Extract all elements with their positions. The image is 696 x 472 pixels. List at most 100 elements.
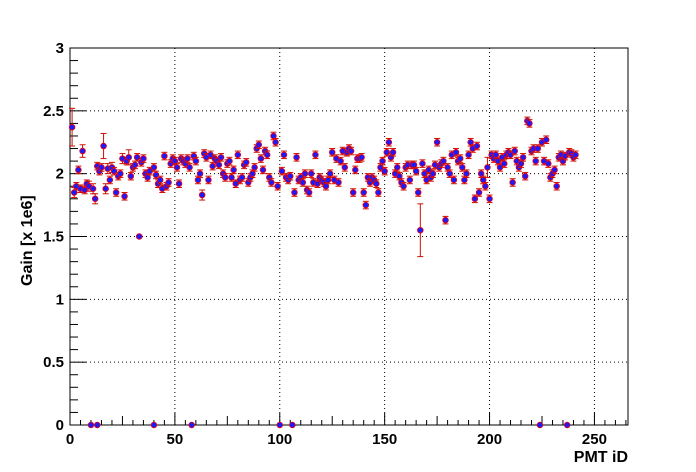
data-point <box>396 172 403 180</box>
data-point <box>328 149 336 156</box>
data-point <box>477 170 485 177</box>
data-point <box>263 151 271 159</box>
data-point <box>509 179 516 186</box>
data-point <box>480 176 487 184</box>
data-point <box>242 159 250 166</box>
data-point <box>385 138 393 146</box>
data-point <box>196 170 204 177</box>
grid-lines <box>70 48 628 425</box>
data-point <box>100 142 107 150</box>
data-point <box>215 161 223 169</box>
data-point <box>341 164 349 171</box>
data-point <box>444 164 451 171</box>
data-point <box>135 233 143 240</box>
data-point <box>471 195 479 203</box>
data-point <box>121 193 128 200</box>
data-point <box>152 171 160 179</box>
data-point <box>89 185 97 192</box>
data-point <box>417 226 424 234</box>
data-point <box>459 164 466 171</box>
data-point <box>337 157 344 165</box>
x-tick-label: 200 <box>477 431 502 448</box>
data-point <box>362 201 370 209</box>
data-point <box>289 421 296 429</box>
data-point <box>335 179 342 186</box>
data-point <box>272 138 279 146</box>
data-point <box>131 161 139 169</box>
data-point <box>228 174 235 181</box>
data-point <box>442 216 449 224</box>
data-point <box>446 170 453 177</box>
data-point <box>257 155 265 162</box>
data-point <box>326 170 334 177</box>
data-point <box>305 189 313 196</box>
data-point <box>274 182 281 190</box>
data-point <box>110 167 118 175</box>
data-point <box>349 189 357 196</box>
data-point <box>194 176 202 184</box>
data-point <box>255 141 263 149</box>
data-point <box>150 421 158 429</box>
data-point <box>465 151 472 159</box>
data-point <box>68 123 76 131</box>
data-point <box>393 164 401 171</box>
data-point <box>268 179 275 186</box>
data-point <box>375 189 382 196</box>
data-point <box>276 421 284 429</box>
data-point <box>414 189 422 196</box>
x-tick-labels: 0 50 100 150 200 250 <box>66 431 607 448</box>
data-point <box>234 151 242 159</box>
data-point <box>500 160 508 167</box>
data-point <box>238 174 246 181</box>
data-point <box>140 155 147 162</box>
data-point <box>259 166 267 174</box>
data-point <box>186 164 193 171</box>
data-point <box>545 160 552 167</box>
data-point <box>389 149 397 156</box>
data-point <box>226 157 233 165</box>
data-point <box>358 154 365 161</box>
data-point <box>251 164 258 171</box>
data-point <box>383 149 391 156</box>
data-point <box>188 421 195 429</box>
data-point <box>406 176 414 184</box>
data-point <box>534 145 542 152</box>
data-point <box>150 164 158 171</box>
data-point <box>352 166 359 174</box>
data-point <box>278 167 286 175</box>
x-tick-label: 50 <box>167 431 184 448</box>
data-point <box>270 132 277 140</box>
data-point <box>198 191 206 199</box>
data-point <box>419 160 426 167</box>
data-point <box>473 142 481 150</box>
data-point <box>87 421 95 429</box>
data-point <box>360 189 367 196</box>
data-point <box>79 147 86 155</box>
data-point <box>553 182 560 190</box>
data-point <box>112 189 120 196</box>
data-point <box>492 151 500 159</box>
data-point <box>184 155 191 162</box>
y-tick-label: 1 <box>56 291 64 308</box>
y-tick-labels: 0 0.5 1 1.5 2 2.5 3 <box>43 40 64 434</box>
x-tick-label: 100 <box>267 431 292 448</box>
data-point <box>165 179 172 186</box>
data-point <box>117 170 124 177</box>
data-point <box>521 172 529 180</box>
y-tick-label: 3 <box>56 40 64 57</box>
data-point <box>291 189 298 196</box>
data-point <box>70 189 78 196</box>
data-point <box>381 167 388 175</box>
data-point <box>347 147 355 155</box>
y-tick-label: 0 <box>56 417 64 434</box>
data-point <box>412 167 420 175</box>
data-point <box>287 172 294 180</box>
data-point <box>482 182 489 190</box>
data-point <box>75 166 82 174</box>
data-point <box>572 151 579 159</box>
data-point <box>299 179 307 186</box>
y-tick-label: 1.5 <box>43 229 64 246</box>
data-point <box>551 166 558 174</box>
data-point <box>433 138 441 146</box>
